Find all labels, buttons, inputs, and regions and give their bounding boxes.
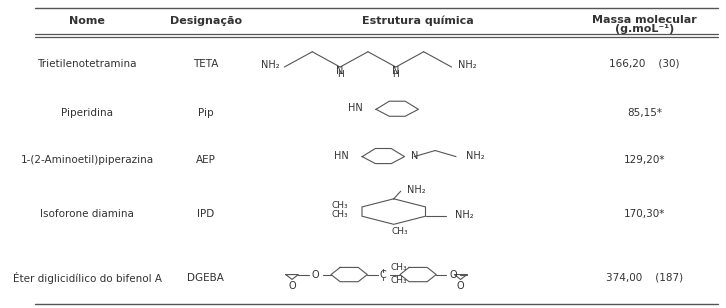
Text: AEP: AEP	[196, 155, 216, 165]
Text: CH₃: CH₃	[391, 227, 407, 236]
Text: DGEBA: DGEBA	[187, 273, 224, 283]
Text: O: O	[288, 281, 296, 291]
Text: 170,30*: 170,30*	[624, 209, 665, 218]
Text: Piperidina: Piperidina	[61, 108, 113, 118]
Text: HN: HN	[334, 151, 348, 161]
Text: TETA: TETA	[193, 59, 219, 69]
Text: C: C	[380, 270, 387, 280]
Text: Éter diglicidílico do bifenol A: Éter diglicidílico do bifenol A	[13, 272, 162, 284]
Text: 166,20    (30): 166,20 (30)	[609, 59, 680, 69]
Text: NH₂: NH₂	[454, 210, 473, 220]
Text: IPD: IPD	[197, 209, 214, 218]
Text: CH₃: CH₃	[331, 201, 348, 210]
Text: Estrutura química: Estrutura química	[362, 16, 474, 26]
Text: Designação: Designação	[170, 16, 242, 26]
Text: CH₃: CH₃	[391, 263, 407, 272]
Text: Pip: Pip	[198, 108, 213, 118]
Text: CH₃: CH₃	[391, 276, 407, 285]
Text: O: O	[457, 281, 465, 291]
Text: HN: HN	[348, 103, 362, 113]
Text: 129,20*: 129,20*	[624, 155, 665, 165]
Text: O: O	[312, 270, 319, 280]
Text: N: N	[411, 151, 419, 161]
Text: 1-(2-Aminoetil)piperazina: 1-(2-Aminoetil)piperazina	[21, 155, 154, 165]
Text: Isoforone diamina: Isoforone diamina	[41, 209, 134, 218]
Text: N: N	[336, 66, 344, 76]
Text: (g.moL⁻¹): (g.moL⁻¹)	[615, 24, 674, 34]
Text: NH₂: NH₂	[407, 185, 426, 195]
Text: O: O	[449, 270, 457, 280]
Text: 85,15*: 85,15*	[627, 108, 662, 118]
Text: H: H	[337, 70, 343, 79]
Text: N: N	[392, 66, 399, 76]
Text: Massa molecular: Massa molecular	[592, 15, 697, 25]
Text: NH₂: NH₂	[457, 60, 476, 71]
Text: Nome: Nome	[69, 16, 105, 26]
Text: CH₃: CH₃	[331, 210, 348, 219]
Text: NH₂: NH₂	[261, 60, 280, 71]
Text: NH₂: NH₂	[466, 151, 485, 161]
Text: Trietilenotetramina: Trietilenotetramina	[38, 59, 137, 69]
Text: 374,00    (187): 374,00 (187)	[606, 273, 683, 283]
Text: H: H	[393, 70, 399, 79]
